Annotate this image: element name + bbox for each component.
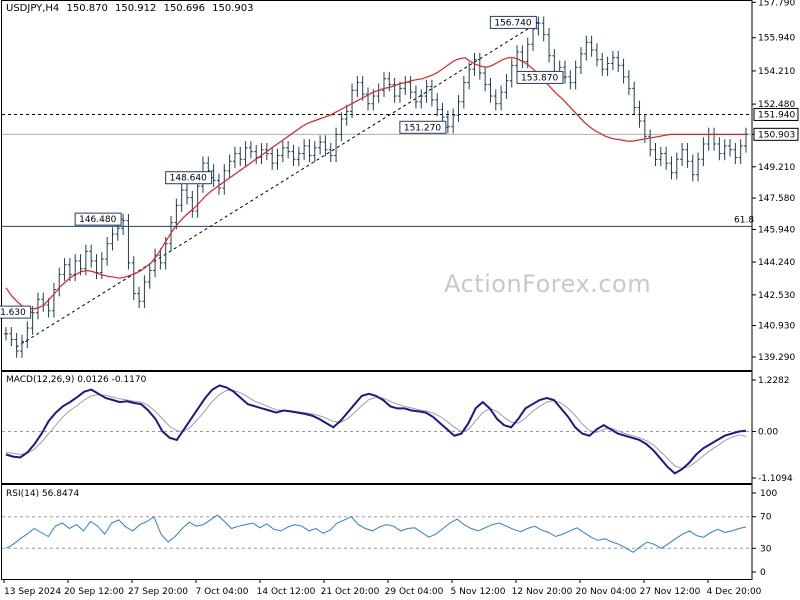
x-tick-label: 14 Oct 12:00 [257, 587, 316, 597]
level-price-box [753, 107, 799, 121]
annotation-label: 148.640 [170, 174, 207, 184]
price-y-tick-label: 154.210 [758, 67, 795, 77]
price-y-tick-label: 139.290 [758, 353, 795, 363]
header-symbol: USDJPY,H4 [6, 3, 60, 14]
macd-y-tick-label: -1.1094 [758, 474, 793, 484]
watermark: ActionForex.com [444, 270, 652, 298]
macd-label: MACD(12,26,9) 0.0126 -0.1170 [6, 375, 147, 385]
panel-frame-1 [1, 371, 753, 484]
x-tick-label: 13 Sep 2024 [4, 587, 61, 597]
panel-frame-2 [1, 484, 753, 580]
x-tick-label: 20 Nov 04:00 [576, 587, 637, 597]
trend-line [15, 21, 539, 348]
x-tick-label: 5 Nov 12:00 [451, 587, 506, 597]
current-price-box [753, 127, 799, 141]
rsi-line [5, 514, 747, 553]
macd-y-tick-label: 1.2282 [758, 376, 790, 386]
annotation-label: 156.740 [494, 18, 531, 28]
rsi-y-tick-label: 100 [760, 489, 777, 499]
price-y-tick-label: 157.790 [758, 0, 795, 8]
level-price-label: 151.940 [758, 110, 795, 120]
x-tick-label: 29 Oct 04:00 [385, 587, 444, 597]
price-y-tick-label: 152.480 [758, 100, 795, 110]
rsi-y-tick-label: 70 [760, 513, 772, 523]
price-y-tick-label: 155.940 [758, 34, 795, 44]
header-close: 150.903 [212, 3, 254, 14]
x-tick-label: 7 Oct 04:00 [196, 587, 249, 597]
rsi-y-tick-label: 0 [760, 568, 766, 578]
chart-header: USDJPY,H4 150.870 150.912 150.696 150.90… [6, 3, 257, 14]
x-tick-label: 20 Sep 12:00 [64, 587, 124, 597]
macd-signal-line [5, 389, 747, 469]
header-high: 150.912 [115, 3, 157, 14]
x-tick-label: 21 Oct 20:00 [321, 587, 380, 597]
x-tick-label: 27 Sep 20:00 [128, 587, 188, 597]
annotation-label: 146.480 [79, 215, 116, 225]
annotation-label: 153.870 [521, 73, 558, 83]
header-low: 150.696 [163, 3, 205, 14]
price-y-tick-label: 149.210 [758, 163, 795, 173]
price-y-tick-label: 150.903 [758, 130, 795, 140]
price-y-tick-label: 144.240 [758, 258, 795, 268]
price-y-tick-label: 142.530 [758, 291, 795, 301]
moving-average-line [5, 57, 746, 310]
macd-line [5, 384, 747, 475]
annotation-label: 141.630 [0, 308, 26, 318]
macd-y-tick-label: 0.00 [758, 427, 778, 437]
fib-level-label: 61.8 [734, 215, 754, 225]
rsi-label: RSI(14) 56.8474 [6, 489, 80, 499]
price-y-tick-label: 147.580 [758, 194, 795, 204]
x-tick-label: 12 Nov 20:00 [512, 587, 573, 597]
annotation-label: 151.270 [404, 123, 441, 133]
x-tick-label: 4 Dec 20:00 [707, 587, 762, 597]
rsi-y-tick-label: 30 [760, 544, 772, 554]
panel-frame-0 [1, 0, 753, 371]
price-y-tick-label: 140.930 [758, 322, 795, 332]
header-open: 150.870 [66, 3, 108, 14]
x-tick-label: 27 Nov 12:00 [640, 587, 701, 597]
price-y-tick-label: 145.940 [758, 225, 795, 235]
